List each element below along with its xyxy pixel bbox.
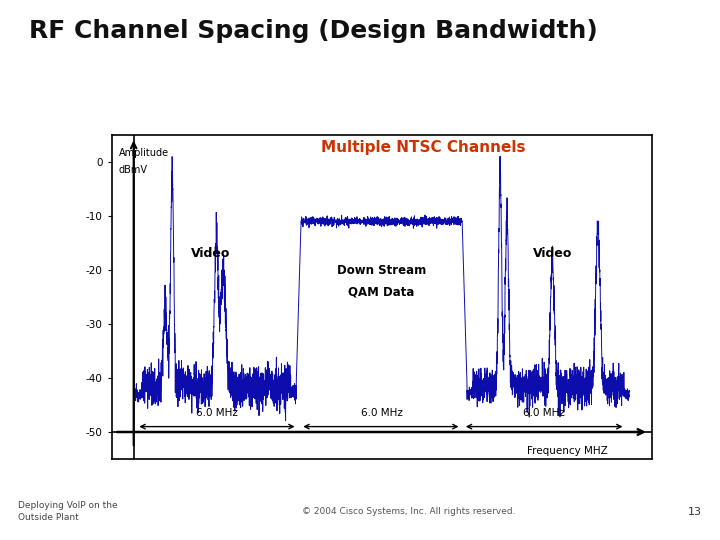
Text: Video: Video (533, 247, 572, 260)
Text: QAM Data: QAM Data (348, 285, 415, 298)
Text: Cisco.com: Cisco.com (649, 55, 711, 65)
Text: 6.0 MHz: 6.0 MHz (523, 408, 565, 418)
Text: 6.0 MHz: 6.0 MHz (361, 408, 402, 418)
Text: dBmV: dBmV (119, 165, 148, 175)
Text: RF Channel Spacing (Design Bandwidth): RF Channel Spacing (Design Bandwidth) (29, 19, 598, 43)
Text: © 2004 Cisco Systems, Inc. All rights reserved.: © 2004 Cisco Systems, Inc. All rights re… (302, 507, 516, 516)
Text: Down Stream: Down Stream (337, 264, 426, 276)
Text: Amplitude: Amplitude (119, 148, 168, 159)
Text: Deploying VoIP on the
Outside Plant: Deploying VoIP on the Outside Plant (18, 501, 117, 522)
Text: Frequency MHZ: Frequency MHZ (527, 446, 608, 456)
Text: Multiple NTSC Channels: Multiple NTSC Channels (320, 140, 525, 156)
Text: Video: Video (191, 247, 230, 260)
Text: 6.0 MHz: 6.0 MHz (196, 408, 238, 418)
Text: 13: 13 (688, 507, 702, 517)
